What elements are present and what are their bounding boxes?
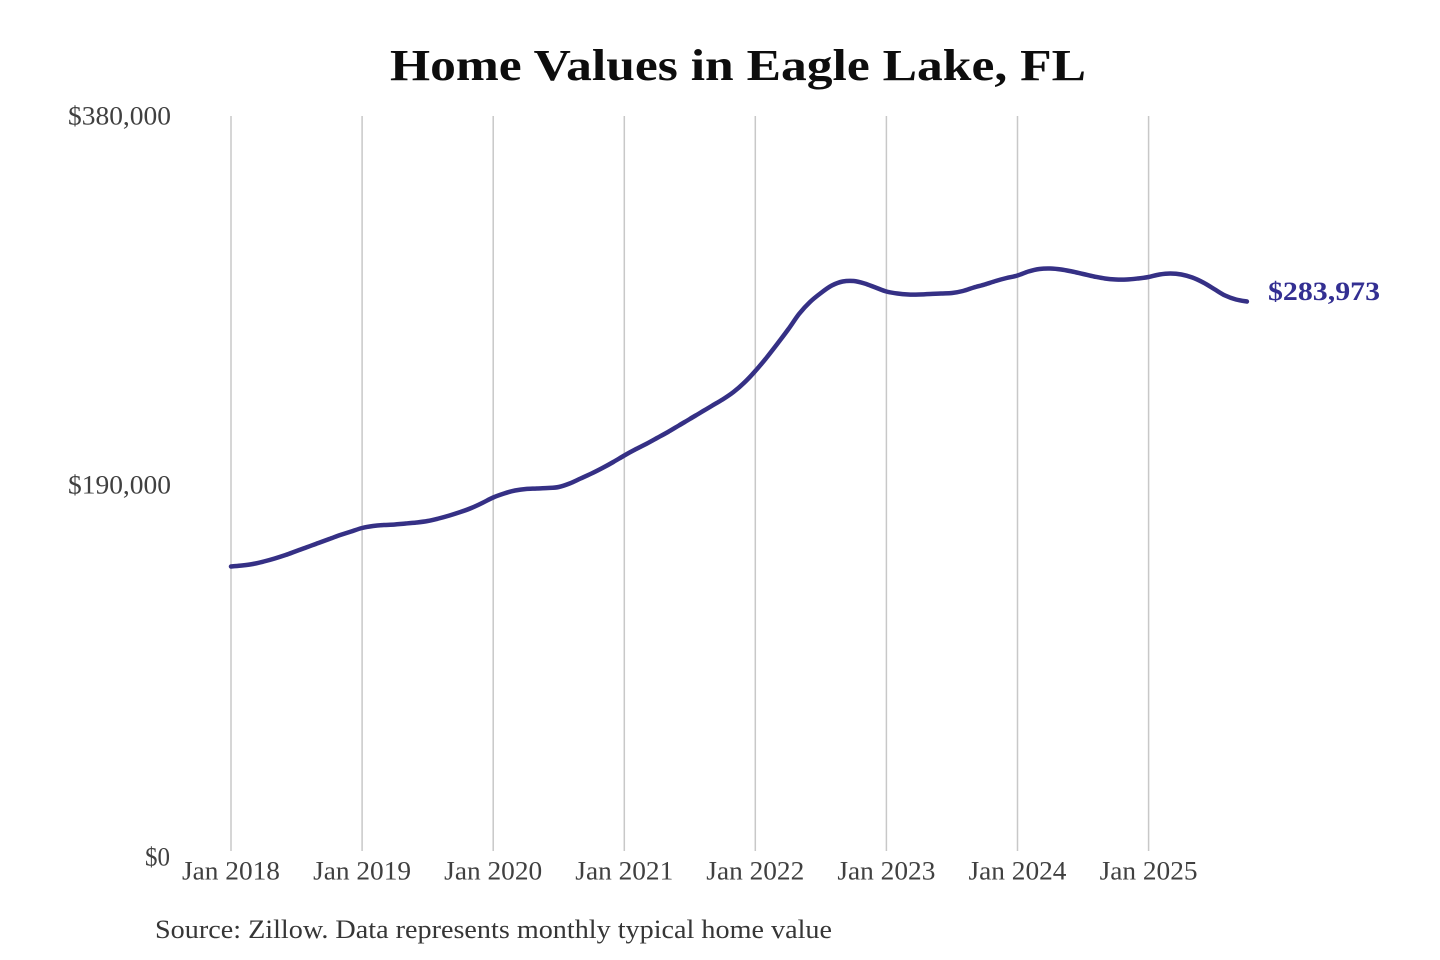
svg-text:Jan 2020: Jan 2020 [444,857,542,886]
svg-text:Jan 2021: Jan 2021 [575,857,673,886]
svg-text:Source: Zillow. Data represent: Source: Zillow. Data represents monthly … [155,915,832,944]
svg-text:$283,973: $283,973 [1268,277,1380,306]
svg-text:Jan 2024: Jan 2024 [969,857,1067,886]
svg-text:Jan 2019: Jan 2019 [313,857,411,886]
svg-text:Jan 2022: Jan 2022 [706,857,804,886]
svg-text:Jan 2018: Jan 2018 [182,857,280,886]
svg-text:$0: $0 [145,843,170,872]
svg-text:$190,000: $190,000 [68,471,171,500]
svg-text:Jan 2025: Jan 2025 [1100,857,1198,886]
svg-text:Jan 2023: Jan 2023 [837,857,935,886]
svg-text:Home Values in Eagle Lake, FL: Home Values in Eagle Lake, FL [390,41,1086,90]
svg-text:$380,000: $380,000 [68,102,171,131]
